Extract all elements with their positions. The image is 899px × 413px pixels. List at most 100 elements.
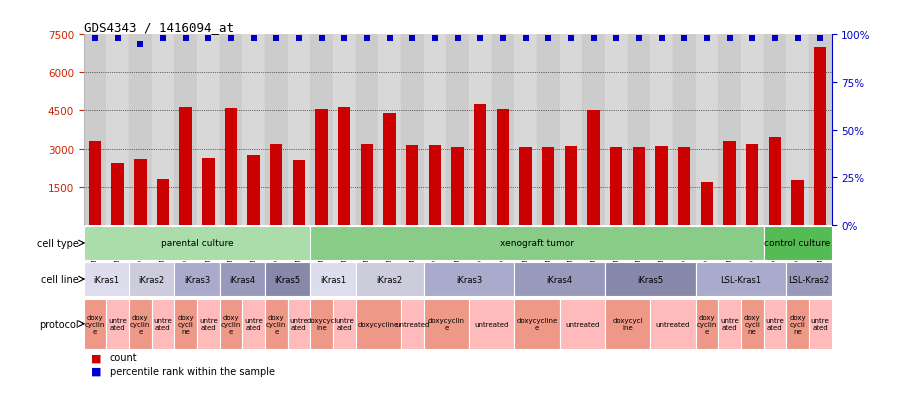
Bar — [559, 35, 583, 225]
Bar — [356, 299, 401, 349]
Text: iKras3: iKras3 — [183, 275, 210, 284]
Bar — [809, 35, 832, 225]
Bar — [542, 148, 555, 225]
Bar — [265, 35, 288, 225]
Bar — [152, 299, 174, 349]
Bar — [174, 299, 197, 349]
Text: doxy
cyclin
e: doxy cyclin e — [266, 314, 287, 334]
Bar — [84, 299, 106, 349]
Bar — [496, 110, 509, 225]
Point — [723, 36, 737, 42]
Bar — [787, 35, 809, 225]
Bar — [696, 262, 787, 296]
Bar — [423, 262, 514, 296]
Bar — [763, 35, 787, 225]
Bar — [791, 181, 804, 225]
Bar — [219, 35, 242, 225]
Point — [246, 36, 261, 42]
Point — [88, 36, 102, 42]
Point — [405, 36, 420, 42]
Bar — [360, 144, 373, 225]
Bar — [265, 262, 310, 296]
Point — [541, 36, 556, 42]
Bar — [809, 299, 832, 349]
Text: doxy
cycli
ne: doxy cycli ne — [744, 314, 761, 334]
Text: doxy
cycli
ne: doxy cycli ne — [789, 314, 806, 334]
Bar — [242, 35, 265, 225]
Bar — [741, 299, 763, 349]
Bar — [225, 109, 237, 225]
Bar — [333, 35, 356, 225]
Bar — [316, 110, 328, 225]
Text: doxy
cycli
ne: doxy cycli ne — [177, 314, 194, 334]
Bar — [378, 35, 401, 225]
Text: doxy
cyclin
e: doxy cyclin e — [221, 314, 241, 334]
Point — [564, 36, 578, 42]
Text: doxy
cyclin
e: doxy cyclin e — [130, 314, 150, 334]
Bar — [288, 299, 310, 349]
Bar — [383, 114, 396, 225]
Bar — [628, 35, 650, 225]
Point — [768, 36, 782, 42]
Text: untre
ated: untre ated — [154, 318, 173, 330]
Bar — [537, 35, 559, 225]
Bar — [446, 35, 469, 225]
Text: untre
ated: untre ated — [766, 318, 784, 330]
Bar — [333, 299, 356, 349]
Point — [337, 36, 352, 42]
Text: untre
ated: untre ated — [108, 318, 127, 330]
Text: untreated: untreated — [395, 321, 430, 327]
Text: cell line: cell line — [41, 274, 79, 284]
Point — [178, 36, 192, 42]
Point — [790, 36, 805, 42]
Bar — [429, 145, 441, 225]
Text: iKras2: iKras2 — [377, 275, 403, 284]
Text: iKras5: iKras5 — [637, 275, 663, 284]
Text: untreated: untreated — [475, 321, 509, 327]
Text: iKras3: iKras3 — [456, 275, 482, 284]
Bar — [401, 35, 423, 225]
Bar — [401, 299, 423, 349]
Text: parental culture: parental culture — [161, 239, 233, 248]
Bar — [356, 262, 423, 296]
Bar — [106, 299, 129, 349]
Bar — [106, 35, 129, 225]
Bar — [650, 35, 673, 225]
Text: LSL-Kras1: LSL-Kras1 — [720, 275, 761, 284]
Point — [473, 36, 487, 42]
Bar — [633, 148, 645, 225]
Bar — [406, 145, 419, 225]
Text: iKras4: iKras4 — [229, 275, 255, 284]
Bar — [605, 299, 650, 349]
Bar — [129, 299, 152, 349]
Point — [495, 36, 510, 42]
Bar — [514, 262, 605, 296]
Bar — [197, 299, 219, 349]
Point — [632, 36, 646, 42]
Bar — [587, 111, 600, 225]
Text: xenograft tumor: xenograft tumor — [500, 239, 574, 248]
Bar — [202, 158, 215, 225]
Bar — [763, 299, 787, 349]
Bar — [787, 262, 832, 296]
Bar — [219, 299, 242, 349]
Text: untre
ated: untre ated — [289, 318, 308, 330]
Text: ■: ■ — [91, 366, 102, 376]
Text: protocol: protocol — [40, 319, 79, 329]
Bar — [265, 299, 288, 349]
Bar — [650, 299, 696, 349]
Text: percentile rank within the sample: percentile rank within the sample — [110, 366, 275, 376]
Text: cell type: cell type — [37, 238, 79, 248]
Bar — [559, 299, 605, 349]
Point — [519, 36, 533, 42]
Point — [813, 36, 827, 42]
Bar — [696, 299, 718, 349]
Bar — [451, 148, 464, 225]
Point — [292, 36, 307, 42]
Bar — [310, 35, 333, 225]
Bar — [270, 144, 282, 225]
Text: control culture: control culture — [764, 239, 831, 248]
Point — [699, 36, 714, 42]
Text: iKras4: iKras4 — [547, 275, 573, 284]
Text: untre
ated: untre ated — [245, 318, 263, 330]
